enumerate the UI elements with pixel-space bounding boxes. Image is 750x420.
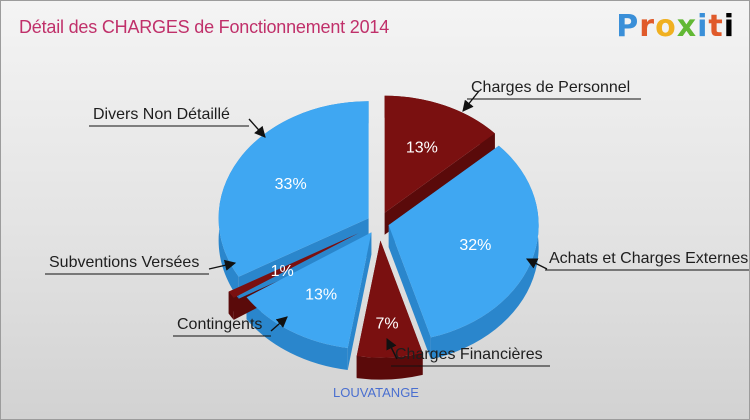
- logo-letter: i: [723, 9, 735, 44]
- slice-percent-label: 32%: [459, 237, 491, 254]
- pie-slice[interactable]: [388, 145, 539, 338]
- slice-name-label: Achats et Charges Externes: [549, 250, 748, 267]
- slice-percent-label: 7%: [375, 315, 398, 332]
- pie-slice[interactable]: [218, 101, 369, 277]
- slice-percent-label: 13%: [305, 286, 337, 303]
- pie-slice-side: [246, 297, 348, 370]
- slice-name-label: Divers Non Détaillé: [93, 106, 230, 123]
- pie-slice-cut: [238, 101, 369, 299]
- slice-percent-label: 13%: [406, 139, 438, 156]
- pie-slice-side: [430, 145, 539, 360]
- logo-letter: P: [616, 9, 640, 44]
- pie-slice[interactable]: [228, 233, 359, 298]
- callout-arrow: [462, 90, 480, 112]
- slice-name-label: Charges de Personnel: [471, 79, 630, 96]
- slice-percent-label: 33%: [275, 176, 307, 193]
- slice-name-label: Charges Financières: [395, 346, 543, 363]
- callout-arrow: [386, 337, 398, 360]
- callout-arrow: [248, 118, 266, 138]
- logo-letter: o: [655, 9, 677, 44]
- slice-percent-label: 1%: [271, 263, 294, 280]
- proxiti-logo[interactable]: Proxiti: [616, 9, 735, 44]
- pie-slice-cut: [388, 145, 499, 360]
- slice-name-label: Subventions Versées: [49, 254, 199, 271]
- logo-letter: t: [708, 9, 724, 44]
- logo-letter: x: [676, 9, 698, 44]
- percent-labels: 13% 32% 7% 13% 1% 33%: [271, 139, 492, 332]
- callout-arrow: [270, 316, 288, 332]
- chart-title: Détail des CHARGES de Fonctionnement 201…: [19, 17, 390, 37]
- callout-arrow: [208, 259, 237, 271]
- pie-slice[interactable]: [356, 240, 423, 358]
- callout-labels: Charges de Personnel Achats et Charges Ex…: [45, 79, 749, 367]
- location-label: LOUVATANGE: [333, 385, 419, 400]
- callout-arrow: [525, 258, 548, 270]
- logo-letter: i: [697, 9, 709, 44]
- slice-name-label: Contingents: [177, 316, 262, 333]
- pie-slice[interactable]: [384, 95, 495, 213]
- pie-slice-cut: [384, 95, 495, 235]
- pie-slice-side: [356, 352, 423, 380]
- logo-letter: r: [639, 9, 656, 44]
